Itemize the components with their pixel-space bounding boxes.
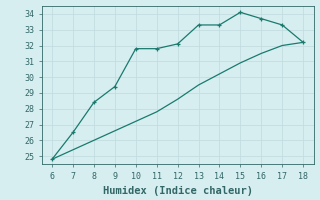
X-axis label: Humidex (Indice chaleur): Humidex (Indice chaleur)	[103, 186, 252, 196]
